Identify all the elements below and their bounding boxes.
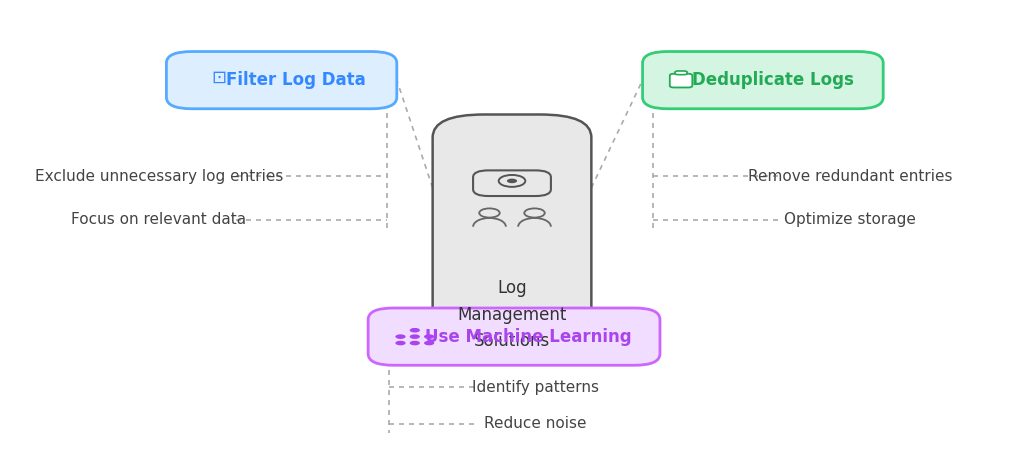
Text: Optimize storage: Optimize storage — [784, 213, 915, 227]
Circle shape — [410, 341, 420, 345]
FancyBboxPatch shape — [369, 308, 660, 365]
Text: ⊡: ⊡ — [212, 69, 227, 87]
Circle shape — [410, 334, 420, 339]
Text: Filter Log Data: Filter Log Data — [225, 71, 366, 89]
Circle shape — [424, 334, 434, 339]
Circle shape — [395, 334, 406, 339]
FancyBboxPatch shape — [675, 71, 687, 75]
Text: Reduce noise: Reduce noise — [484, 416, 587, 431]
Circle shape — [507, 179, 517, 183]
Circle shape — [410, 328, 420, 333]
FancyBboxPatch shape — [432, 114, 592, 344]
Text: Exclude unnecessary log entries: Exclude unnecessary log entries — [35, 169, 283, 184]
Text: Deduplicate Logs: Deduplicate Logs — [691, 71, 853, 89]
FancyBboxPatch shape — [643, 52, 883, 109]
Text: Focus on relevant data: Focus on relevant data — [71, 213, 247, 227]
Text: Use Machine Learning: Use Machine Learning — [425, 327, 632, 346]
FancyBboxPatch shape — [670, 74, 692, 87]
Text: Log
Management
Solutions: Log Management Solutions — [458, 279, 566, 350]
Circle shape — [395, 341, 406, 345]
Text: Identify patterns: Identify patterns — [472, 380, 599, 394]
Circle shape — [424, 341, 434, 345]
FancyBboxPatch shape — [167, 52, 397, 109]
Text: Remove redundant entries: Remove redundant entries — [748, 169, 952, 184]
FancyBboxPatch shape — [473, 170, 551, 196]
